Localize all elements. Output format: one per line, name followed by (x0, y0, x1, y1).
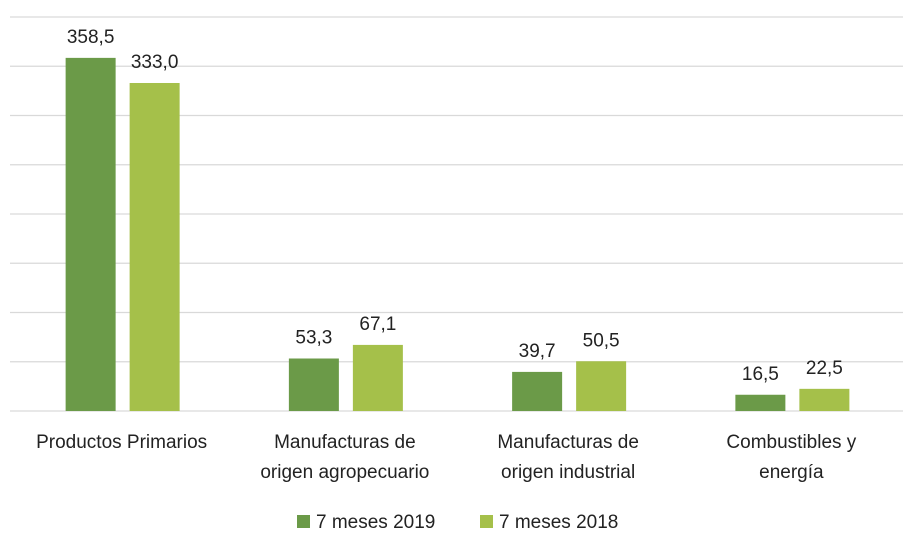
data-label: 50,5 (583, 330, 620, 351)
data-label: 358,5 (67, 27, 115, 48)
bar (352, 344, 403, 411)
data-label: 22,5 (806, 358, 843, 379)
x-tick-label: Manufacturas de origen industrial (497, 432, 639, 483)
bar (288, 358, 339, 411)
bar (735, 394, 786, 411)
legend-swatch (297, 515, 310, 528)
data-label: 53,3 (295, 328, 332, 349)
bar (512, 371, 563, 411)
bar (129, 82, 180, 412)
data-label: 67,1 (359, 314, 396, 335)
data-label: 16,5 (742, 364, 779, 385)
x-tick-label: Combustibles y energía (726, 432, 857, 483)
legend-label: 7 meses 2019 (316, 512, 435, 533)
legend-swatch (480, 515, 493, 528)
x-tick-label: Productos Primarios (36, 432, 208, 453)
legend-label: 7 meses 2018 (499, 512, 618, 533)
data-label: 333,0 (131, 52, 179, 73)
bar (65, 57, 116, 411)
bar (799, 388, 850, 411)
data-label: 39,7 (519, 341, 556, 362)
bar (576, 361, 627, 411)
x-tick-label: Manufacturas de origen agropecuario (260, 432, 430, 483)
